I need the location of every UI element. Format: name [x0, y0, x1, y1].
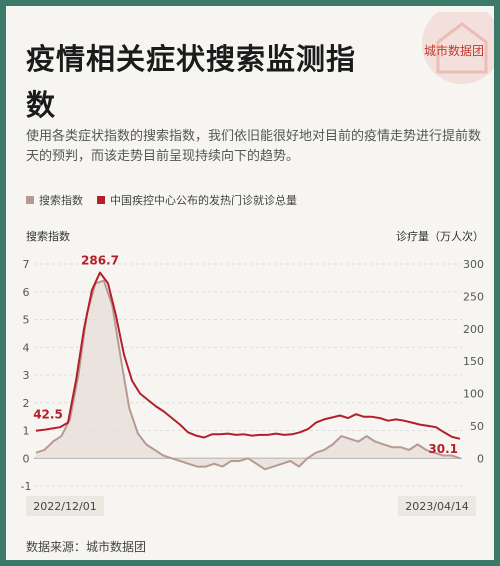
right-tick-label: 0 [477, 452, 484, 465]
brand-name: 城市数据团 [424, 44, 485, 58]
right-tick-label: 200 [463, 323, 484, 336]
right-tick-label: 150 [463, 355, 484, 368]
left-tick-label: 6 [23, 286, 30, 299]
right-tick-label: 300 [463, 258, 484, 271]
legend-item-clinic: 中国疾控中心公布的发热门诊就诊总量 [97, 192, 297, 208]
legend-item-search: 搜索指数 [26, 192, 83, 208]
legend-swatch-clinic [97, 196, 105, 204]
right-tick-label: 250 [463, 290, 484, 303]
chart-subtitle: 使用各类症状指数的搜索指数，我们依旧能很好地对目前的疫情走势进行提前数天的预判，… [26, 129, 482, 164]
left-tick-label: 3 [23, 369, 30, 382]
left-axis-title: 搜索指数 [26, 229, 70, 243]
left-tick-label: 2 [23, 397, 30, 410]
series-area-search [36, 280, 460, 470]
data-label: 30.1 [428, 442, 458, 456]
chart-title: 疫情相关症状搜索监测指数 [26, 42, 357, 122]
left-tick-label: -1 [21, 480, 32, 493]
left-tick-label: 0 [23, 452, 30, 465]
left-tick-label: 7 [23, 258, 30, 271]
series-line-search [35, 279, 461, 471]
left-tick-label: 4 [23, 341, 30, 354]
left-tick-label: 1 [23, 425, 30, 438]
line-chart: 搜索指数 诊疗量（万人次） -1 0 1 2 3 4 5 6 7 0 50 100 150 200 250 300… [21, 229, 484, 516]
legend-label-search: 搜索指数 [39, 194, 83, 207]
right-axis-title: 诊疗量（万人次） [396, 229, 484, 243]
legend: 搜索指数 中国疾控中心公布的发热门诊就诊总量 [26, 192, 311, 208]
x-label-start-bg [26, 496, 104, 516]
data-label: 42.5 [33, 408, 63, 422]
x-label-end-bg [398, 496, 476, 516]
x-label-start: 2022/12/01 [33, 500, 96, 513]
series-line-clinic [35, 271, 461, 440]
data-source: 数据来源：城市数据团 [26, 540, 147, 554]
brand-logo-watermark [422, 12, 494, 84]
legend-label-clinic: 中国疾控中心公布的发热门诊就诊总量 [110, 194, 297, 207]
data-label: 286.7 [81, 254, 119, 268]
legend-swatch-search [26, 196, 34, 204]
left-tick-label: 5 [23, 314, 30, 327]
x-label-end: 2023/04/14 [405, 500, 468, 513]
chart-card: 疫情相关症状搜索监测指数 城市数据团 使用各类症状指数的搜索指数，我们依旧能很好… [6, 6, 494, 560]
right-tick-label: 100 [463, 388, 484, 401]
right-tick-label: 50 [470, 420, 484, 433]
